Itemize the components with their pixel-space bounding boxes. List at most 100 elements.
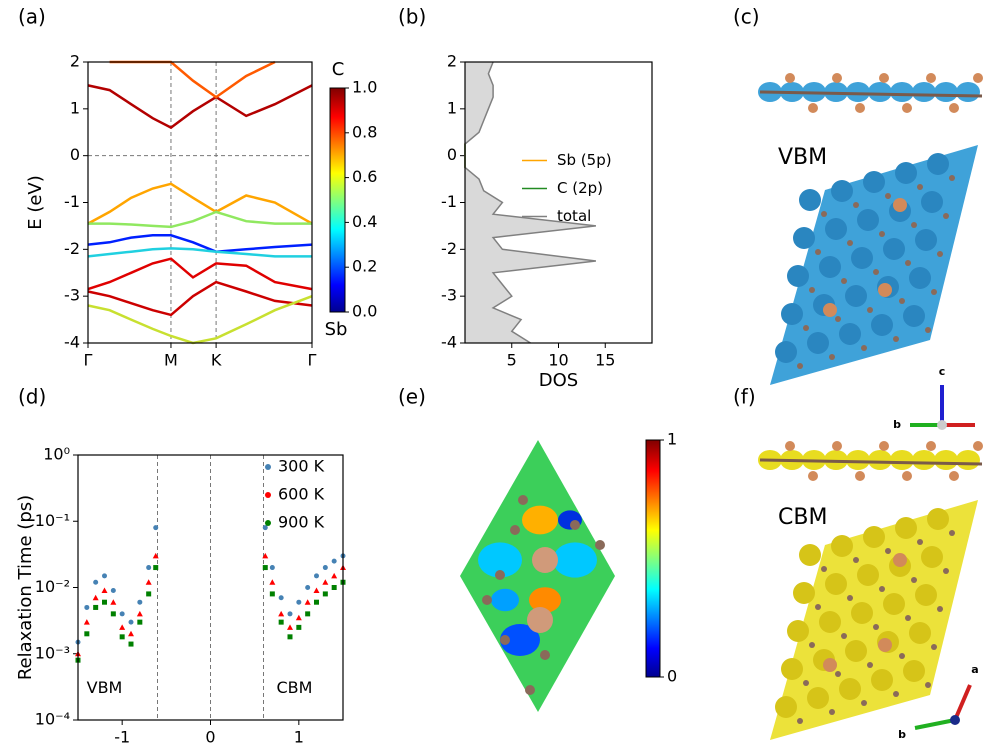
isosurface-blob [787,265,809,287]
c-atom [815,604,821,610]
point [92,594,99,601]
point [313,587,320,594]
bond-chain [759,90,983,98]
point [314,599,319,605]
c-atom [500,635,510,645]
isosurface-blob [845,640,867,662]
colorbar-tick-label: 0.4 [352,212,377,231]
isosurface-blob [793,582,815,604]
y-axis-label: E (eV) [25,175,46,230]
y-tick-label: 10⁻² [35,577,70,596]
c-atom [797,718,803,724]
isosurface-blob [787,620,809,642]
band [109,60,276,99]
colorbar-tick-label: 1 [667,430,677,449]
y-axis-label: Relaxation Time (ps) [15,495,36,680]
isosurface-blob [909,622,931,644]
sb-atom [902,471,912,481]
colorbar-tick-label: 0.2 [352,257,377,276]
point [83,619,90,625]
isosurface-blob [819,256,841,278]
sb-atom [808,471,818,481]
x-tick-label: M [164,351,178,370]
y-tick-label: -1 [441,192,457,211]
sb-atom [878,638,892,652]
y-tick-label: -1 [64,192,80,211]
isosurface-blob [915,229,937,251]
sb-atom [926,73,936,83]
c-atom [931,289,937,295]
c-atom [917,184,923,190]
point [84,604,90,610]
plot-frame [87,61,313,344]
x-tick-label: Γ [84,351,93,370]
panel-label: (f) [733,385,756,409]
point [305,611,311,617]
isosurface-blob [819,611,841,633]
point [295,614,302,621]
legend-marker [265,464,271,470]
x-tick-label: 10 [548,351,568,370]
isosurface-blob [863,171,885,193]
c-atom [937,251,943,257]
point [101,587,108,594]
c-atom [911,577,917,583]
point [93,604,99,610]
isosurface-blob [781,303,803,325]
point [305,585,311,590]
point [136,610,143,617]
c-atom [873,624,879,630]
isosurface-blob [799,189,821,211]
c-atom [905,615,911,621]
c-atom [867,307,873,313]
isosurface [890,450,914,470]
panel-label: (b) [398,5,426,29]
isosurface [956,82,980,102]
band [87,182,313,225]
c-atom [803,325,809,331]
sb-atom [926,441,936,451]
x-tick-label: -1 [114,728,130,747]
isosurface-blob [807,687,829,709]
c-atom [861,345,867,351]
point [296,624,302,630]
point [262,525,268,531]
isosurface-blob [921,191,943,213]
panel-label: (c) [733,5,760,29]
point [119,624,126,630]
c-atom [835,671,841,677]
axis-origin [950,715,960,725]
c-atom [905,260,911,266]
y-tick-label: -2 [64,239,80,258]
density-map [460,440,615,712]
legend-label: 900 K [278,513,325,532]
point [331,585,337,590]
x-axis-label: DOS [539,370,578,391]
isosurface-blob [781,658,803,680]
point [137,599,143,605]
sb-atom [823,658,837,672]
isosurface-blob [807,332,829,354]
band [87,295,313,345]
isosurface-blob [839,678,861,700]
y-tick-label: 10⁻¹ [35,511,70,530]
c-atom [821,566,827,572]
sb-atom [879,73,889,83]
c-atom [540,650,550,660]
c-atom [885,193,891,199]
point [102,573,107,579]
c-atom [821,211,827,217]
colorbar-tick-label: 0.8 [352,122,377,141]
isosurface [868,82,892,102]
point [153,565,159,571]
isosurface-blob [857,564,879,586]
isosurface-blob [903,660,925,682]
axis-arrow [914,718,956,730]
sb-atom [973,73,983,83]
c-atom [809,287,815,293]
cbm-label: CBM [778,505,827,530]
sb-atom [785,73,795,83]
y-tick-label: 1 [70,98,80,117]
sb-atom [893,553,907,567]
dos-line [464,61,596,344]
